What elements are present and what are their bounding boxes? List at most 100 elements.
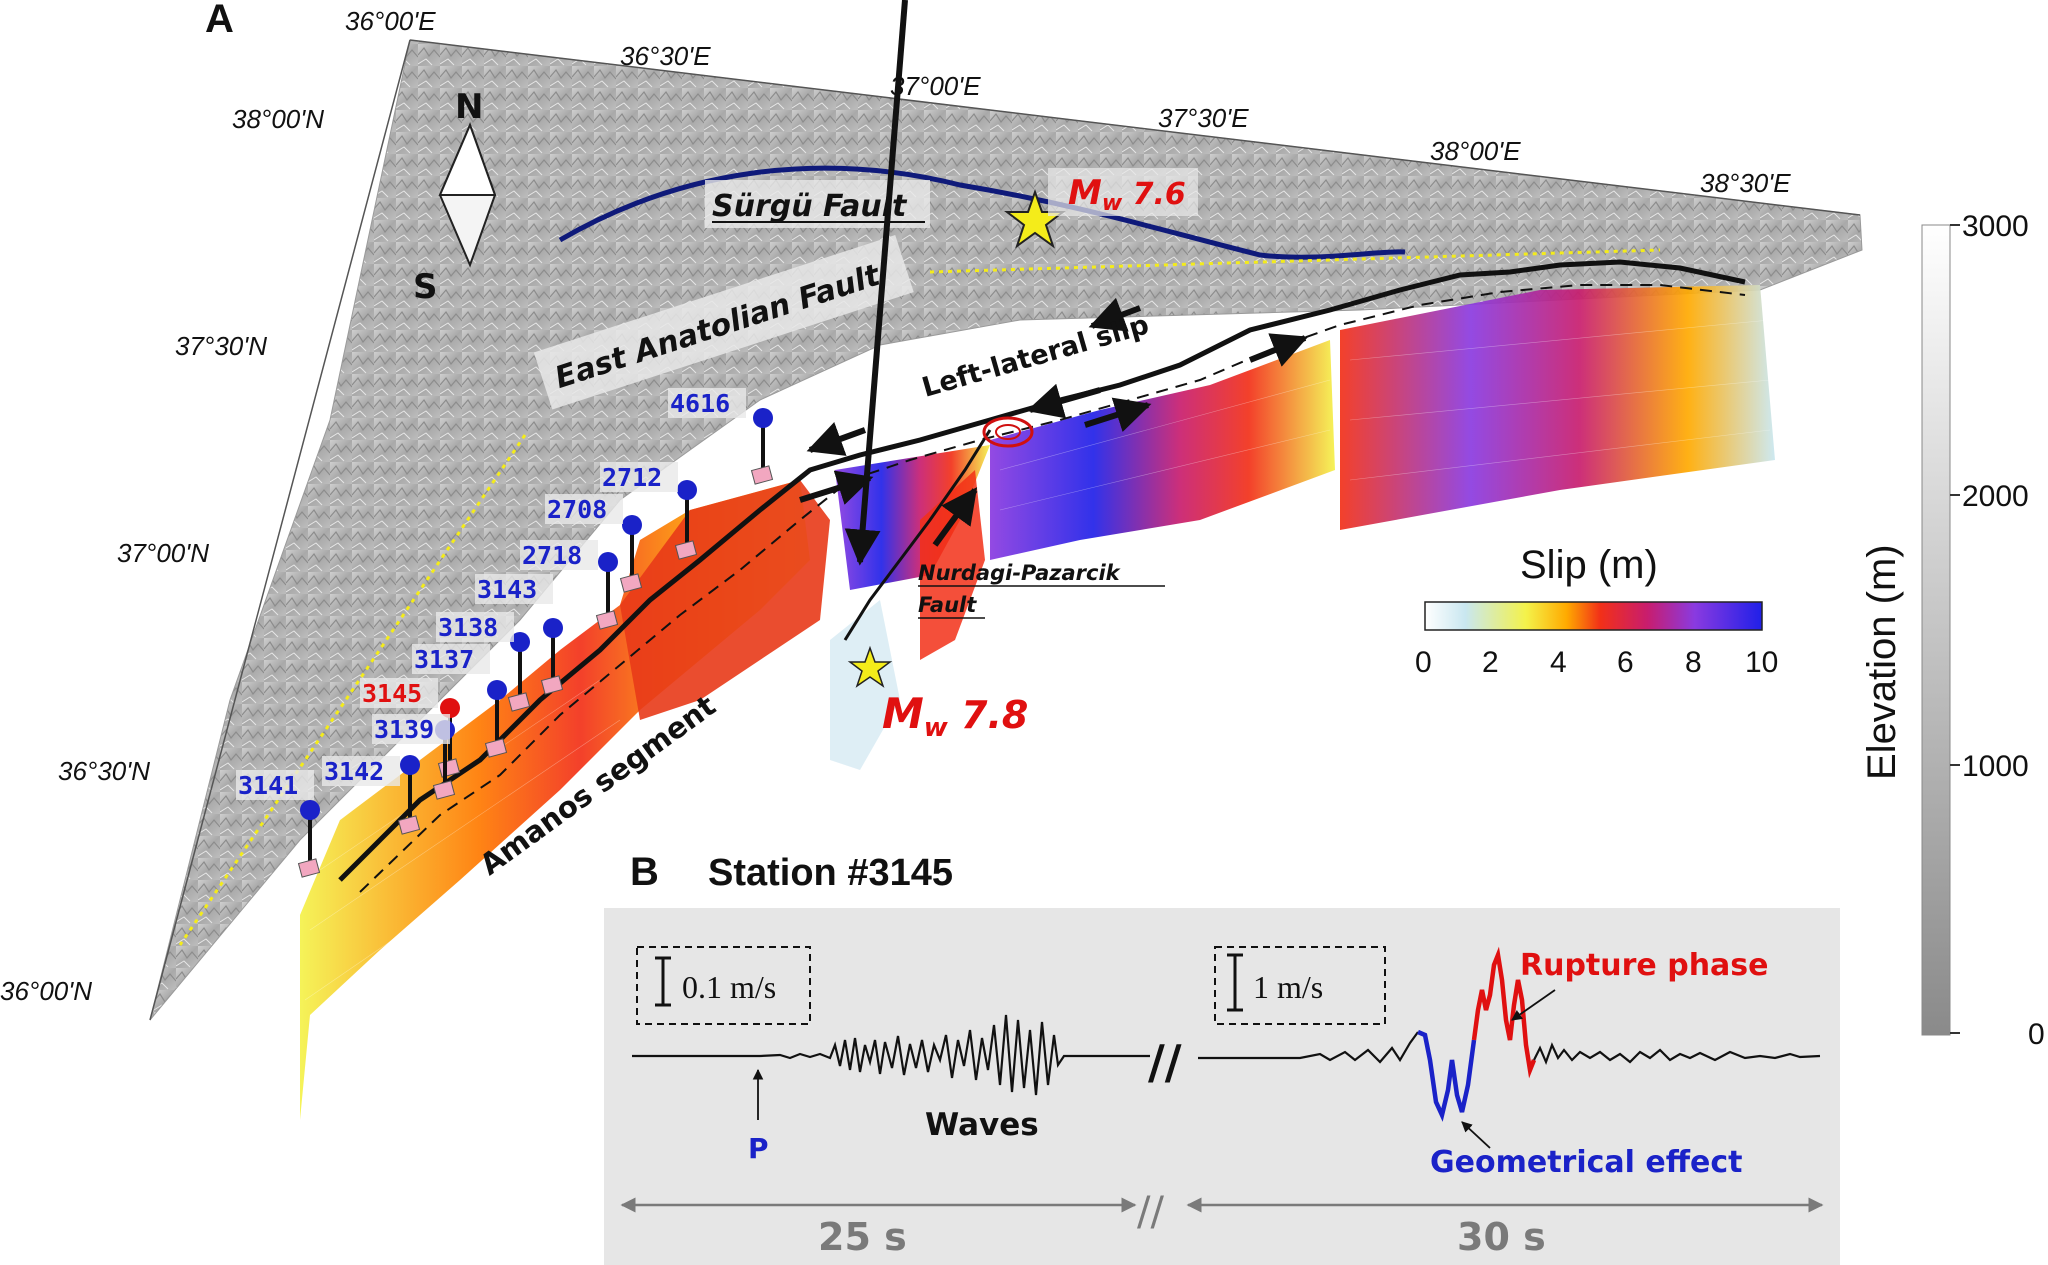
elevation-tick: 0 xyxy=(2028,1018,2045,1051)
scale-bar-right xyxy=(1227,953,1243,1012)
station-3143[interactable]: 3143 xyxy=(475,574,564,695)
arrow-left-lateral-1 xyxy=(1088,297,1142,332)
lat-label: 38°00'N xyxy=(232,104,324,134)
scale-bar-left xyxy=(655,956,671,1007)
scale-label-left: 0.1 m/s xyxy=(682,969,776,1005)
panel-a-letter: A xyxy=(205,0,234,41)
compass-south-label: S xyxy=(413,267,438,307)
scale-label-right: 1 m/s xyxy=(1253,969,1323,1005)
station-label: 3143 xyxy=(477,575,537,604)
hypocenter-marker xyxy=(982,416,1034,448)
rupture-phase-trace xyxy=(1471,946,1537,1079)
slip-patch-east xyxy=(1340,285,1775,530)
slip-tick: 8 xyxy=(1685,646,1702,679)
slip-patch-nurdagi-deep xyxy=(830,600,900,770)
station-3142[interactable]: 3142 xyxy=(322,755,421,835)
station-2712[interactable]: 2712 xyxy=(600,462,698,560)
geometrical-effect-label: Geometrical effect xyxy=(1430,1145,1742,1180)
station-label: 3142 xyxy=(324,757,384,786)
map-top-edge xyxy=(409,39,1861,216)
rupture-phase-annotation: Rupture phase xyxy=(1511,948,1769,1021)
station-3139[interactable]: 3139 xyxy=(372,714,456,800)
slip-colorbar-title: Slip (m) xyxy=(1520,543,1658,587)
lat-label: 37°30'N xyxy=(175,331,267,361)
time-label-right: 30 s xyxy=(1457,1215,1546,1259)
slip-tick: 4 xyxy=(1550,646,1567,679)
slip-colorbar-bar xyxy=(1424,601,1763,631)
seismogram-trace-right xyxy=(1198,1031,1419,1064)
slip-tick: 0 xyxy=(1415,646,1432,679)
elevation-tick: 3000 xyxy=(1962,210,2029,243)
mag-7-8-label: Mw 7.8 xyxy=(882,689,1028,743)
epicenter-star-7-8 xyxy=(847,645,893,688)
lon-label: 38°30'E xyxy=(1700,168,1791,198)
station-label: 3139 xyxy=(374,715,434,744)
elevation-colorbar-title: Elevation (m) xyxy=(1860,544,1904,780)
p-arrival-label: P xyxy=(748,1132,769,1165)
slip-tick: 2 xyxy=(1482,646,1499,679)
arrow-west-1 xyxy=(806,422,867,456)
time-label-left: 25 s xyxy=(818,1215,907,1259)
nurdagi-label-line2: Fault xyxy=(918,593,977,617)
arrow-east-3 xyxy=(1248,333,1309,367)
seismogram-trace-left xyxy=(632,1014,1150,1096)
station-3137[interactable]: 3137 xyxy=(412,644,508,758)
station-4616[interactable]: 4616 xyxy=(668,388,774,485)
compass-north-label: N xyxy=(455,87,483,127)
station-label: 3137 xyxy=(414,645,474,674)
station-label: 2708 xyxy=(547,495,607,524)
lon-label: 37°30'E xyxy=(1158,103,1249,133)
east-anatolian-fault-trace xyxy=(338,259,1746,882)
rupture-phase-label: Rupture phase xyxy=(1520,948,1769,983)
slip-patch-central-east xyxy=(990,340,1335,560)
map-left-edge xyxy=(149,39,411,1021)
compass-north-half xyxy=(438,122,497,196)
stations-layer: 4616 2712 2708 2718 xyxy=(236,388,774,878)
elevation-tick: 1000 xyxy=(1962,750,2029,783)
arrow-east-1 xyxy=(799,470,874,505)
station-label: 4616 xyxy=(670,389,730,418)
lon-label: 36°30'E xyxy=(620,41,711,71)
seismogram-trace-coda xyxy=(1533,1042,1821,1066)
station-3138[interactable]: 3138 xyxy=(436,612,531,712)
arrow-left-lateral-2 xyxy=(1026,383,1101,419)
station-label: 2718 xyxy=(522,541,582,570)
panel-b-title: Station #3145 xyxy=(708,852,953,894)
time-axis-break: // xyxy=(1137,1189,1164,1235)
arrow-nurdagi-1 xyxy=(844,0,908,566)
slip-colorbar: Slip (m) 0 2 4 6 8 10 xyxy=(1415,543,1778,679)
station-label-highlighted: 3145 xyxy=(362,679,422,708)
lon-label: 36°00'E xyxy=(345,6,436,36)
elevation-colorbar-bar xyxy=(1921,224,1951,1036)
trace-break-mark: // xyxy=(1148,1035,1182,1089)
longitude-labels: 36°00'E 36°30'E 37°00'E 37°30'E 38°00'E … xyxy=(345,6,1791,198)
latitude-labels: 38°00'N 37°30'N 37°00'N 36°30'N 36°00'N xyxy=(0,104,324,1006)
nurdagi-label-line1: Nurdagi-Pazarcik xyxy=(918,561,1122,585)
elevation-colorbar: 3000 2000 1000 0 Elevation (m) xyxy=(1860,210,2045,1051)
station-label: 3141 xyxy=(238,771,298,800)
geometrical-effect-annotation: Geometrical effect xyxy=(1430,1121,1742,1180)
panel-b: B Station #3145 0.1 m/s 1 m/s // P xyxy=(604,850,1840,1265)
station-label: 3138 xyxy=(438,613,498,642)
scale-box-left xyxy=(636,946,811,1025)
compass: N S xyxy=(413,87,497,307)
nurdagi-label-group: Nurdagi-Pazarcik Fault xyxy=(918,561,1165,619)
p-arrival-marker: P xyxy=(748,1068,769,1165)
dotted-trace-west xyxy=(178,434,527,946)
station-2718[interactable]: 2718 xyxy=(520,540,619,630)
lat-label: 36°00'N xyxy=(0,976,92,1006)
surgu-fault-label: Sürgü Fault xyxy=(712,189,908,224)
slip-colorbar-ticks: 0 2 4 6 8 10 xyxy=(1415,646,1778,679)
arrow-east-2 xyxy=(1084,397,1152,432)
lon-label: 38°00'E xyxy=(1430,136,1521,166)
time-axis: // 25 s 30 s xyxy=(620,1189,1824,1259)
elevation-tick: 2000 xyxy=(1962,480,2029,513)
lat-label: 37°00'N xyxy=(117,538,209,568)
terrain-map xyxy=(149,39,1863,1021)
station-label: 2712 xyxy=(602,463,662,492)
arrow-nurdagi-2 xyxy=(932,487,978,547)
station-2708[interactable]: 2708 xyxy=(545,494,643,593)
station-3141[interactable]: 3141 xyxy=(236,770,321,878)
mag-7-6-label: Mw 7.6 xyxy=(1068,173,1186,216)
waves-label: Waves xyxy=(925,1107,1039,1143)
